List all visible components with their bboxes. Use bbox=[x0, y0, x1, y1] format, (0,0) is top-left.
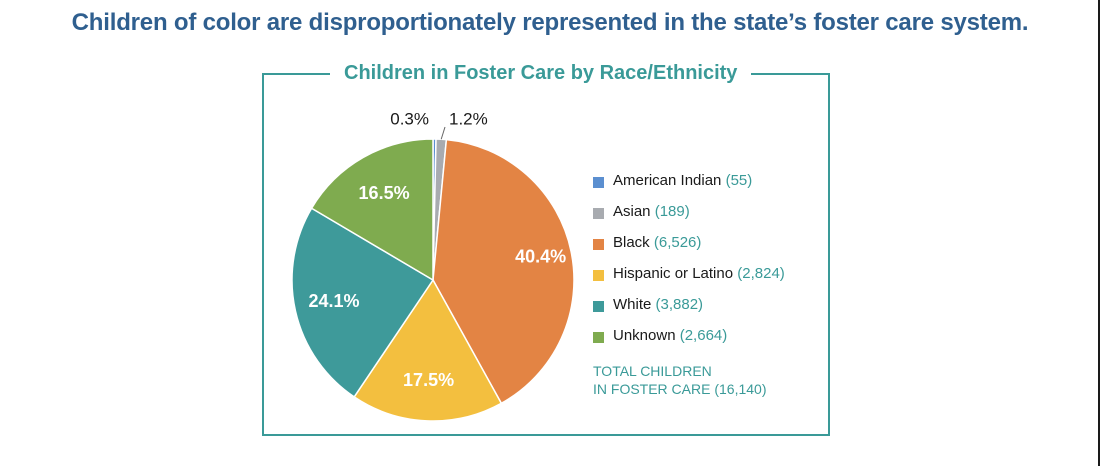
legend-count: (6,526) bbox=[653, 234, 702, 251]
legend-swatch bbox=[593, 301, 604, 312]
chart-title: Children in Foster Care by Race/Ethnicit… bbox=[330, 62, 752, 85]
pie-slice-unknown bbox=[310, 138, 434, 282]
legend-count: (189) bbox=[654, 203, 690, 220]
legend-count: (3,882) bbox=[655, 296, 704, 313]
pie-label-american-indian: 0.3% bbox=[390, 109, 429, 128]
legend-swatch bbox=[593, 239, 604, 250]
legend-label: Black bbox=[613, 234, 650, 251]
legend-count: (2,664) bbox=[679, 327, 728, 344]
pie-slice-white bbox=[291, 207, 435, 398]
leader-line-asian bbox=[440, 126, 446, 140]
legend-swatch bbox=[593, 177, 604, 188]
total-line-1: TOTAL CHILDREN bbox=[593, 363, 712, 379]
pie-label-white: 24.1% bbox=[308, 291, 359, 311]
legend-label: Asian bbox=[613, 203, 651, 220]
pie-slice-black bbox=[432, 138, 575, 405]
pie-label-asian: 1.2% bbox=[449, 109, 488, 128]
legend-swatch bbox=[593, 332, 604, 343]
pie-label-hispanic-or-latino: 17.5% bbox=[403, 370, 454, 390]
page-headline: Children of color are disproportionately… bbox=[71, 9, 1029, 36]
window-edge bbox=[1098, 0, 1100, 466]
legend-label: Hispanic or Latino bbox=[613, 265, 734, 282]
legend-count: (2,824) bbox=[737, 265, 785, 282]
pie-slice-hispanic-or-latino bbox=[353, 278, 503, 422]
legend-label: White bbox=[613, 296, 652, 313]
legend-label: American Indian bbox=[613, 172, 722, 189]
legend-count: (55) bbox=[725, 172, 753, 189]
total-line-2: IN FOSTER CARE (16,140) bbox=[593, 381, 767, 397]
total-children-note: TOTAL CHILDREN IN FOSTER CARE (16,140) bbox=[593, 362, 767, 398]
legend-swatch bbox=[593, 270, 604, 281]
legend-label: Unknown bbox=[613, 327, 676, 344]
legend-swatch bbox=[593, 208, 604, 219]
pie-label-unknown: 16.5% bbox=[359, 183, 410, 203]
pie-label-black: 40.4% bbox=[515, 246, 566, 266]
